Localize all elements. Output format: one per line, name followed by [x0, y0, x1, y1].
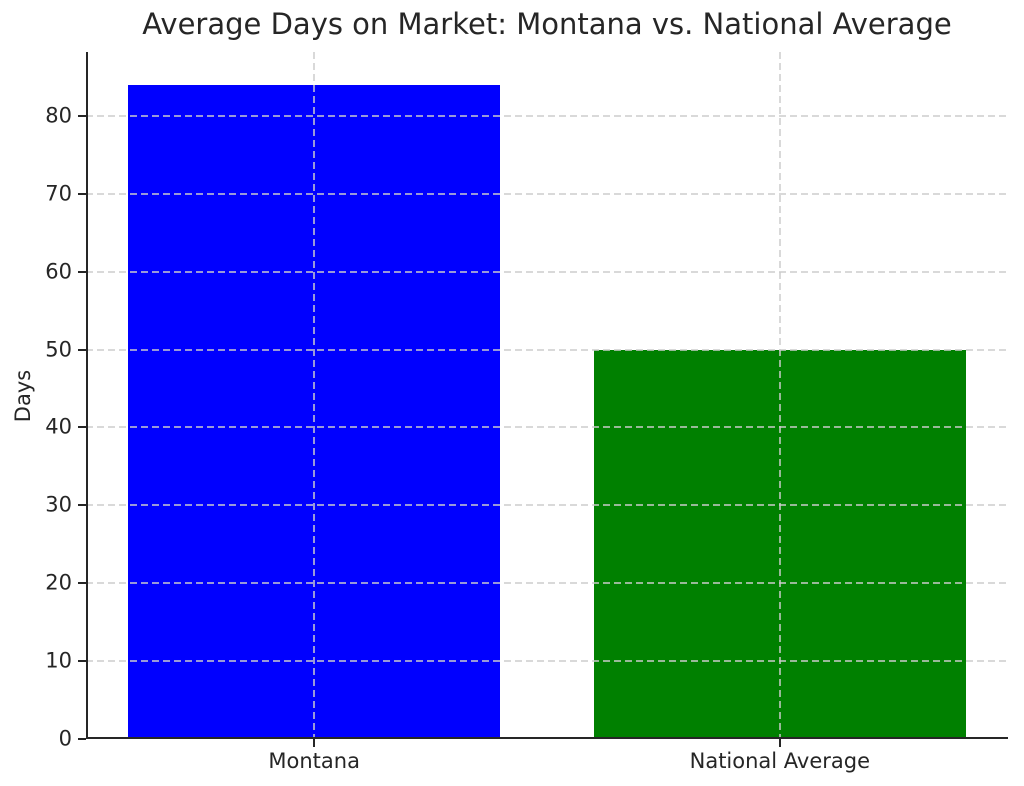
y-tick-mark — [78, 504, 86, 507]
x-axis-spine — [86, 737, 1008, 739]
chart-title: Average Days on Market: Montana vs. Nati… — [142, 7, 952, 41]
x-tick-mark — [778, 739, 781, 747]
y-tick-mark — [78, 114, 86, 117]
y-axis-spine — [86, 52, 88, 739]
x-tick-label: National Average — [689, 749, 871, 773]
y-tick-label: 60 — [45, 259, 72, 284]
y-tick-mark — [78, 582, 86, 585]
y-tick-mark — [78, 192, 86, 195]
x-tick-label: Montana — [268, 749, 360, 773]
y-tick-mark — [78, 738, 86, 740]
y-tick-label: 50 — [45, 337, 72, 362]
gridline-horizontal — [86, 426, 1008, 429]
y-tick-label: 0 — [58, 726, 72, 751]
gridline-horizontal — [86, 504, 1008, 507]
gridline-vertical — [313, 52, 316, 739]
y-axis-label: Days — [11, 369, 35, 423]
gridline-horizontal — [86, 114, 1008, 117]
y-tick-label: 30 — [45, 492, 72, 517]
gridline-horizontal — [86, 660, 1008, 663]
gridline-horizontal — [86, 582, 1008, 585]
plot-area: 0 10 20 30 40 50 60 70 80 Montana National Average — [45, 52, 1008, 773]
y-tick-mark — [78, 348, 86, 351]
y-tick-label: 80 — [45, 103, 72, 128]
y-tick-mark — [78, 660, 86, 663]
x-tick-mark — [313, 739, 316, 747]
gridline-vertical — [778, 52, 781, 739]
y-tick-label: 10 — [45, 648, 72, 673]
y-tick-label: 20 — [45, 570, 72, 595]
gridline-horizontal — [86, 270, 1008, 273]
y-tick-label: 70 — [45, 181, 72, 206]
y-tick-mark — [78, 270, 86, 273]
gridline-horizontal — [86, 348, 1008, 351]
gridline-horizontal — [86, 192, 1008, 195]
y-tick-label: 40 — [45, 414, 72, 439]
y-tick-mark — [78, 426, 86, 429]
